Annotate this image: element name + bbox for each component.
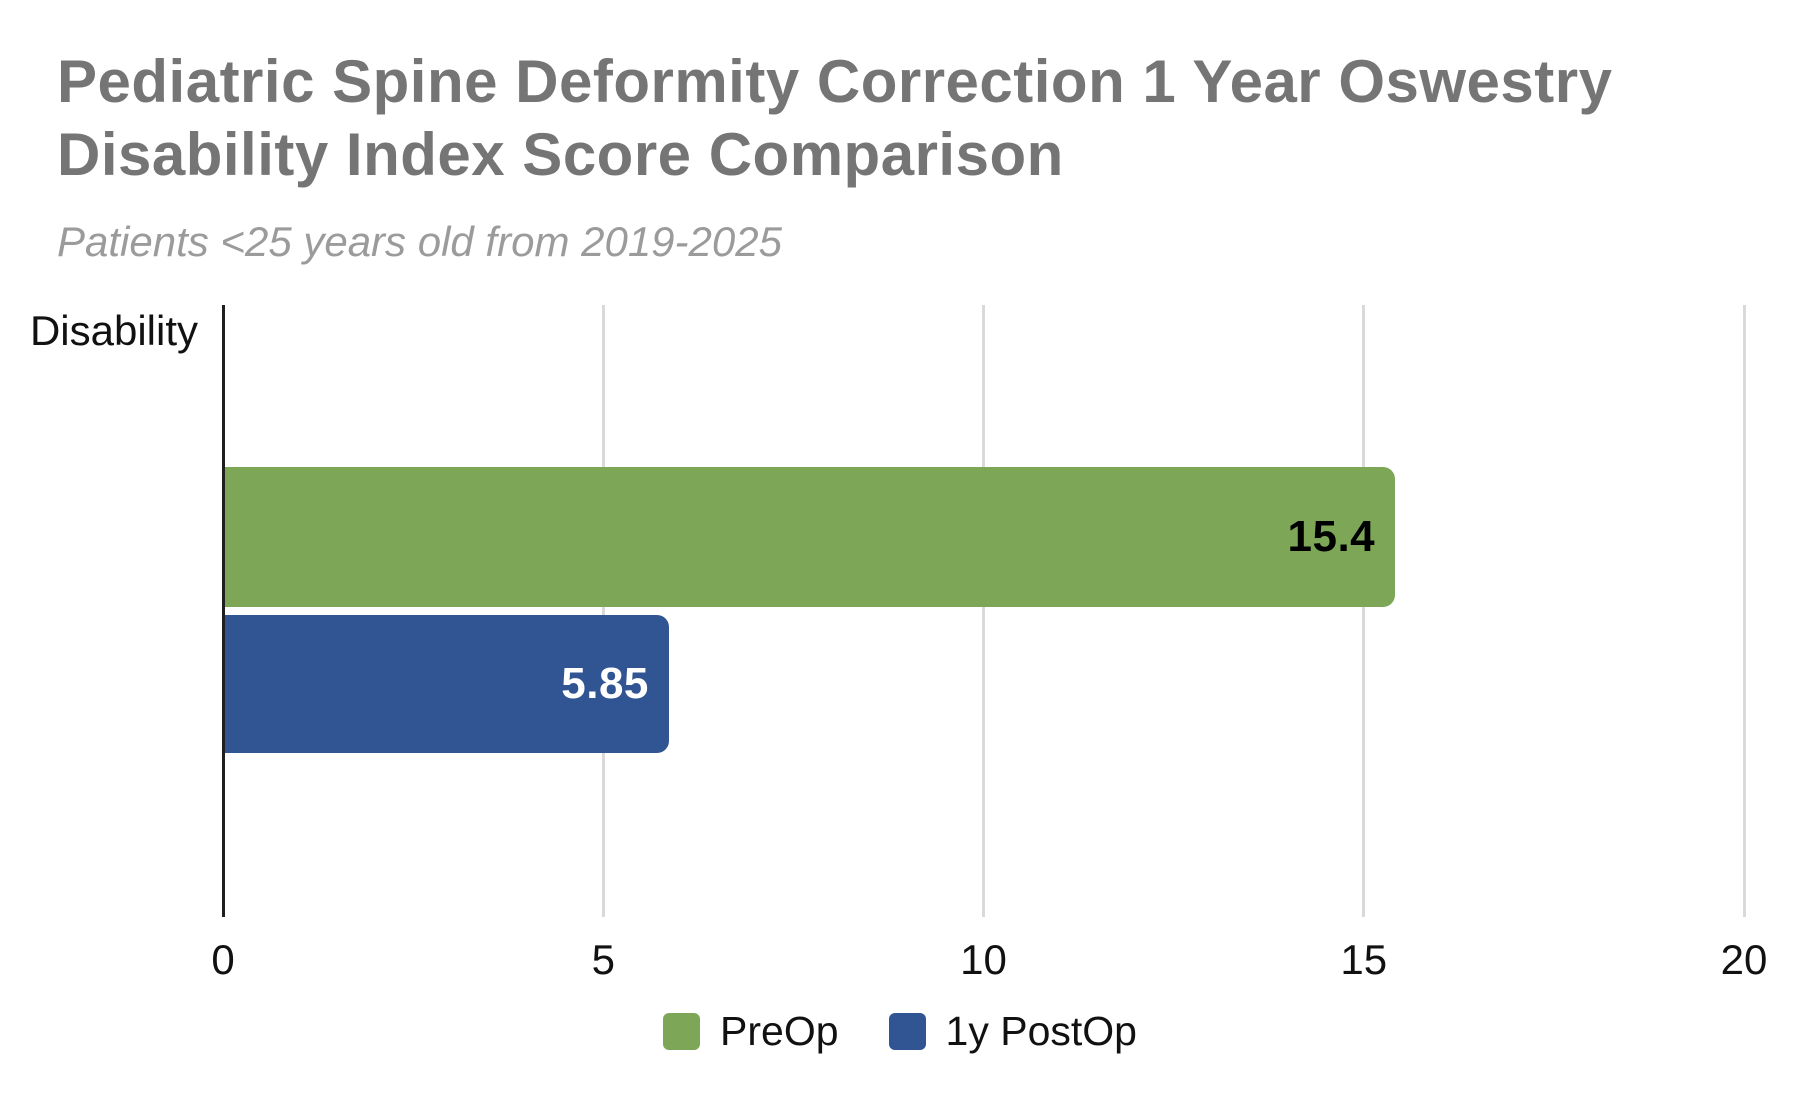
plot-area: 15.4 5.85 Disability bbox=[30, 305, 1746, 917]
category-label: Disability bbox=[29, 307, 198, 354]
bar-value-label: 15.4 bbox=[1287, 512, 1376, 561]
y-axis-line bbox=[222, 305, 225, 917]
legend-item-1y-postop[interactable]: 1y PostOp bbox=[888, 1008, 1137, 1055]
gridline-15 bbox=[1362, 305, 1366, 917]
x-tick-label-15: 15 bbox=[1340, 936, 1388, 983]
gridline-10 bbox=[982, 305, 985, 917]
legend-label: PreOp bbox=[720, 1008, 839, 1054]
chart-title: Pediatric Spine Deformity Correction 1 Y… bbox=[57, 48, 1613, 188]
x-tick-label-10: 10 bbox=[960, 936, 1007, 983]
legend-label: 1y PostOp bbox=[945, 1008, 1137, 1054]
bar-value-label: 5.85 bbox=[561, 659, 649, 708]
chart-subtitle: Patients <25 years old from 2019-2025 bbox=[57, 218, 782, 265]
gridline-5 bbox=[601, 305, 605, 917]
bar-1y-postop[interactable]: 5.85 bbox=[224, 615, 669, 753]
x-axis: 0 5 10 15 20 bbox=[211, 936, 1767, 992]
x-tick-label-20: 20 bbox=[1720, 936, 1768, 983]
legend: PreOp 1y PostOp bbox=[0, 1008, 1800, 1055]
legend-swatch bbox=[888, 1013, 926, 1050]
legend-item-preop[interactable]: PreOp bbox=[663, 1008, 839, 1055]
x-tick-label-0: 0 bbox=[211, 936, 235, 983]
bar-preop[interactable]: 15.4 bbox=[224, 467, 1396, 607]
x-tick-label-5: 5 bbox=[591, 936, 615, 983]
legend-swatch bbox=[663, 1013, 701, 1050]
gridline-20 bbox=[1742, 305, 1746, 917]
